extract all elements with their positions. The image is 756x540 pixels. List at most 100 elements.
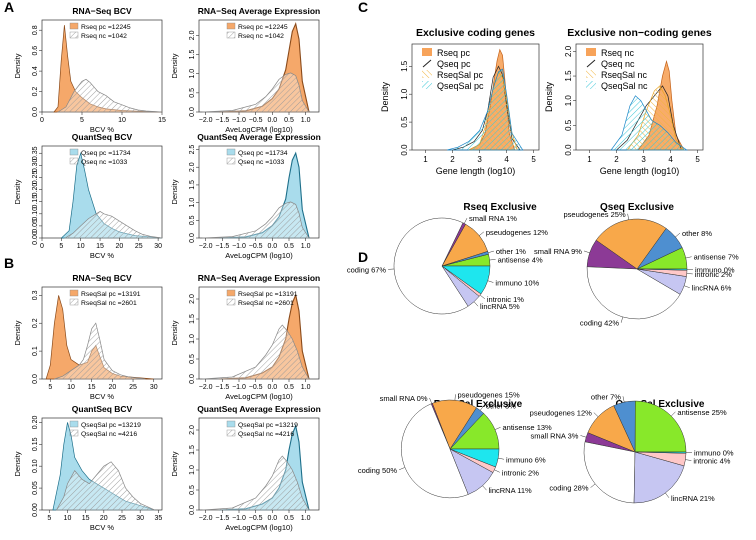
pie-leader-line <box>675 232 681 238</box>
chart-title: RNA−Seq Average Expression <box>198 6 320 16</box>
pie-label-antisense: antisense 7% <box>694 253 739 262</box>
legend-label: QseqSal pc =13219 <box>238 422 298 429</box>
y-tick-label: 2.0 <box>564 45 573 57</box>
legend-label: Rseq pc =12245 <box>81 24 131 31</box>
pie-label-intronic: intronic 1% <box>487 295 524 304</box>
legend-swatch <box>226 429 236 437</box>
pie-leader-line <box>593 412 599 417</box>
pie-leader-line <box>479 231 485 236</box>
y-axis-label: Density <box>544 81 554 112</box>
chart-c1: Exclusive coding genes 1 2 3 4 5 0.0 0.5 1.0 1.5 G… <box>380 27 540 176</box>
y-tick-label: 0.00 <box>32 231 39 245</box>
y-tick-label: 0.5 <box>189 485 196 495</box>
pie-label-coding: coding 28% <box>549 484 589 493</box>
legend-swatch <box>226 148 236 156</box>
legend-swatch <box>586 59 596 68</box>
x-tick-label: 3 <box>477 155 482 164</box>
y-tick-label: 0.0 <box>189 505 196 515</box>
legend-label: RseqSal nc =2601 <box>81 300 137 307</box>
x-tick-label: 20 <box>116 243 124 250</box>
y-tick-label: 0.1 <box>32 346 39 356</box>
legend-label: Qseq nc <box>601 59 635 69</box>
y-tick-label: 2.0 <box>189 294 196 304</box>
x-tick-label: −1.0 <box>232 117 246 124</box>
x-axis-label: BCV % <box>90 125 115 134</box>
x-tick-label: −0.5 <box>249 117 263 124</box>
pie-label-lincrna: lincRNA 5% <box>480 302 520 311</box>
legend-label: QseqSal nc <box>601 81 648 91</box>
y-tick-label: 1.0 <box>400 88 409 100</box>
pie-label-lincrna: lincRNA 21% <box>671 494 715 503</box>
series-area-qseq-nc <box>202 201 310 239</box>
y-tick-label: 0.6 <box>32 46 39 56</box>
series-area-qseqsal-pc <box>447 68 524 151</box>
pie-label-other: other 8% <box>682 229 712 238</box>
pie-leader-line <box>473 301 479 307</box>
pie-label-intronic: intronic 2% <box>502 468 539 477</box>
legend-swatch <box>422 70 432 78</box>
y-axis-label: Density <box>170 451 179 476</box>
legend-label: Rseq nc =1042 <box>238 33 284 40</box>
pie-label-lincrna: lincRNA 6% <box>692 284 732 293</box>
legend-swatch <box>69 157 79 165</box>
x-tick-label: −1.5 <box>215 117 229 124</box>
chart-title: Qseq Exclusive <box>600 202 674 213</box>
y-tick-label: 0.00 <box>32 503 39 517</box>
legend-label: Rseq nc =1042 <box>81 33 127 40</box>
y-tick-label: 1.5 <box>189 314 196 324</box>
y-axis-label: Density <box>170 179 179 204</box>
pie-leader-line <box>620 316 624 323</box>
x-tick-label: −0.5 <box>249 384 263 391</box>
pie-label-smallrna: small RNA 3% <box>531 431 579 440</box>
y-tick-label: 0.0 <box>189 233 196 243</box>
y-tick-label: 0.4 <box>32 66 39 76</box>
y-tick-label: 0.10 <box>32 459 39 473</box>
x-tick-label: 0 <box>40 117 44 124</box>
pie-leader-line <box>479 405 485 411</box>
legend-label: QseqSal nc =4216 <box>81 431 137 438</box>
x-tick-label: 0.0 <box>267 515 277 522</box>
pie-label-pseudogenes: pseudogenes 15% <box>457 390 519 399</box>
y-tick-label: 0.0 <box>400 144 409 156</box>
legend-swatch <box>69 420 79 428</box>
x-axis-label: AveLogCPM (log10) <box>225 392 293 401</box>
chart-b1: RNA−Seq BCV 5 10 15 20 25 30 0.0 0.1 0.2 0.3 BCV % D… <box>13 273 163 401</box>
pie-leader-line <box>488 250 494 253</box>
x-tick-label: −2.0 <box>199 515 213 522</box>
y-tick-label: 0.3 <box>32 290 39 300</box>
pie-label-immuno: immuno 0% <box>694 449 734 458</box>
chart-a4: QuantSeq Average Expression −2.0 −1.5 −1.0−… <box>170 132 321 260</box>
legend-swatch <box>586 48 596 56</box>
chart-b4: QuantSeq Average Expression −2.0 −1.5 −1.0−… <box>170 404 321 532</box>
legend-label: QseqSal pc <box>437 81 484 91</box>
legend-swatch <box>586 70 596 78</box>
pie-slice-coding <box>583 441 636 504</box>
pie-slice-immuno <box>636 268 688 271</box>
x-tick-label: 4 <box>668 155 673 164</box>
x-tick-label: 5 <box>48 384 52 391</box>
y-tick-label: 1.5 <box>189 445 196 455</box>
y-tick-label: 0.5 <box>400 116 409 128</box>
x-tick-label: −1.0 <box>232 515 246 522</box>
chart-title: RseqSal Exclusive <box>434 399 523 410</box>
x-axis-label: AveLogCPM (log10) <box>225 125 293 134</box>
series-area-rseqsal-nc <box>54 322 146 380</box>
x-tick-label: 2 <box>450 155 455 164</box>
y-tick-label: 1.5 <box>564 70 573 82</box>
y-tick-label: 2.0 <box>189 30 196 40</box>
chart-title: QseqSal Exclusive <box>616 399 705 410</box>
y-tick-label: 0.5 <box>189 88 196 98</box>
pie-leader-line <box>464 218 468 224</box>
pie-leader-line <box>685 256 692 259</box>
x-tick-label: 15 <box>82 515 90 522</box>
plot-frame <box>411 43 540 151</box>
chart-c2: Exclusive non−coding genes 1 2 3 4 5 0.0 0.5 1.0… <box>544 27 712 176</box>
chart-title: RNA−Seq BCV <box>72 6 132 16</box>
y-tick-label: 1.0 <box>189 465 196 475</box>
y-tick-label: 0.0 <box>189 107 196 117</box>
y-axis-label: Density <box>13 320 22 345</box>
pie-label-antisense: antisense 4% <box>498 255 543 264</box>
x-tick-label: 30 <box>150 384 158 391</box>
legend-label: Qseq pc =11734 <box>81 150 131 157</box>
panel-label-b: B <box>4 255 14 271</box>
